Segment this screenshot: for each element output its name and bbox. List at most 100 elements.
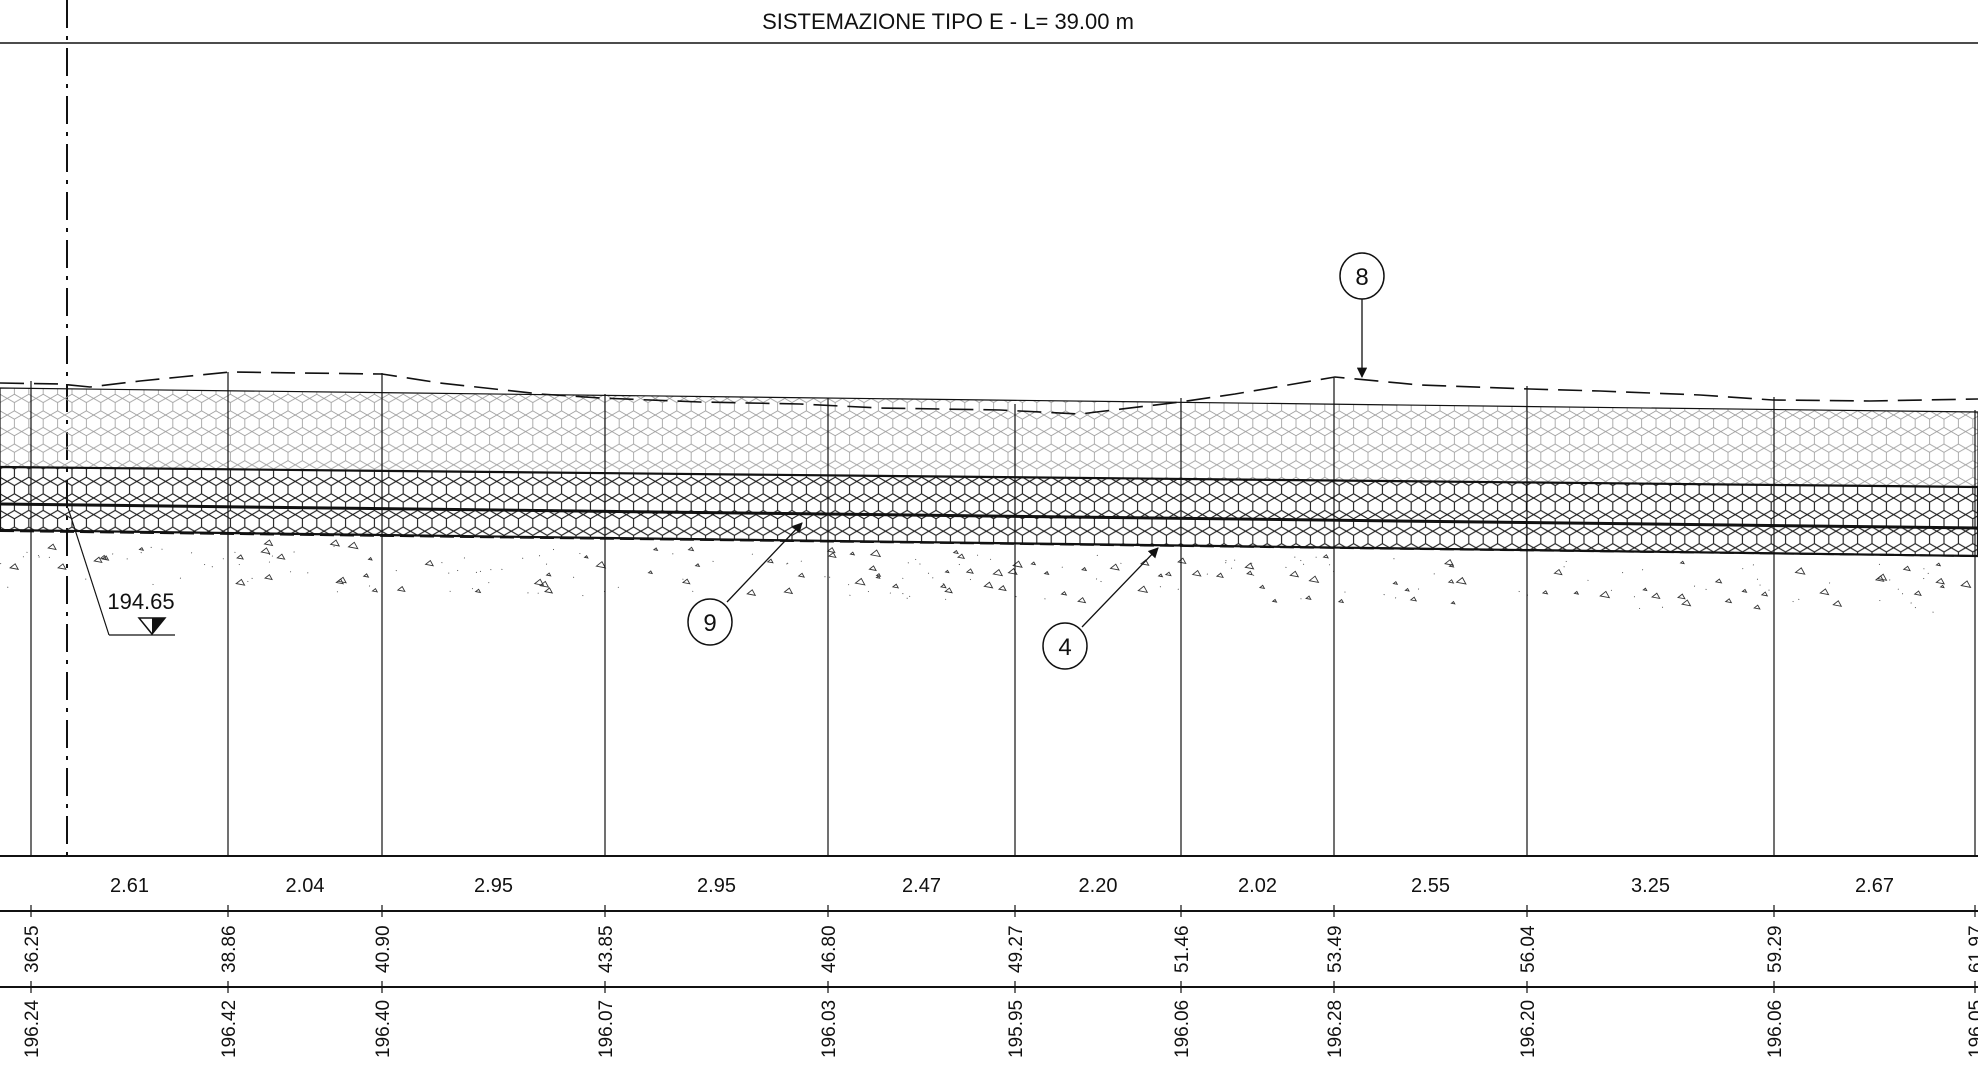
- progressive-distance-row: 36.25 38.86 40.90 43.85 46.80 49.27 51.46 53.49…: [22, 925, 1978, 973]
- callout-8: 8: [1339, 252, 1385, 379]
- stone-mark: [1409, 596, 1418, 602]
- stone-mark: [952, 549, 959, 555]
- stone-mark: [362, 573, 370, 578]
- stone-mark: [1271, 598, 1278, 603]
- stone-mark: [336, 576, 347, 584]
- stone-mark: [1012, 560, 1023, 568]
- geotextile-line: [0, 530, 1978, 557]
- progressive-distance-label: 59.29: [1765, 925, 1786, 973]
- stone-mark: [1819, 588, 1830, 596]
- callout-8-label: 8: [1355, 264, 1368, 291]
- callout-4-label: 4: [1058, 634, 1071, 661]
- stone-mark: [138, 546, 145, 551]
- partial-distance-label: 3.25: [1631, 875, 1670, 897]
- stone-mark: [687, 546, 695, 552]
- progressive-distance-label: 53.49: [1325, 925, 1346, 973]
- elevation-label: 196.42: [219, 1000, 240, 1058]
- stone-mark: [329, 539, 341, 547]
- stone-mark: [1258, 584, 1266, 590]
- stone-mark: [1935, 562, 1942, 567]
- stone-mark: [424, 559, 435, 567]
- partial-distance-label: 2.95: [697, 875, 736, 897]
- stone-mark: [1060, 590, 1068, 596]
- stone-mark: [371, 587, 379, 593]
- stone-mark: [1322, 554, 1329, 559]
- progressive-distance-label: 43.85: [596, 925, 617, 973]
- stone-mark: [347, 541, 359, 550]
- stone-mark: [9, 563, 20, 570]
- progressive-distance-label: 38.86: [219, 925, 240, 973]
- stone-mark: [583, 555, 589, 559]
- stone-mark: [396, 585, 406, 593]
- fill-layer-light: [0, 387, 1978, 488]
- stone-mark: [1164, 571, 1172, 577]
- stone-mark: [543, 587, 554, 594]
- stone-mark: [875, 575, 881, 579]
- progressive-distance-label: 56.04: [1518, 925, 1539, 973]
- stone-mark: [1753, 604, 1761, 610]
- stone-mark: [1404, 587, 1410, 592]
- stone-mark: [1913, 590, 1922, 596]
- stone-mark: [652, 547, 659, 551]
- stone-mark: [1573, 590, 1580, 595]
- stone-mark: [1177, 557, 1187, 564]
- station-lines: [30, 372, 1976, 993]
- progressive-distance-label: 46.80: [819, 925, 840, 973]
- level-value: 194.65: [107, 589, 174, 614]
- stone-mark: [1760, 591, 1769, 597]
- callout-9-label: 9: [703, 610, 716, 637]
- partial-distance-row: 2.61 2.04 2.95 2.95 2.47 2.20 2.02 2.55 3.25 2.67: [110, 875, 1894, 897]
- elevation-label: 196.20: [1518, 1000, 1539, 1058]
- elevation-row: 196.24 196.42 196.40 196.07 196.03 195.95 196.…: [22, 999, 1978, 1058]
- stone-mark: [1157, 573, 1164, 578]
- stone-mark: [944, 569, 950, 574]
- elevation-label: 196.06: [1765, 1000, 1786, 1058]
- stone-mark: [1714, 578, 1723, 584]
- stone-mark: [681, 578, 691, 585]
- stone-mark: [1960, 580, 1972, 588]
- stone-mark: [1447, 579, 1455, 584]
- stone-mark: [647, 570, 654, 575]
- stone-mark: [474, 588, 482, 594]
- stone-mark: [956, 553, 966, 560]
- stone-mark: [1935, 577, 1946, 585]
- stone-mark: [236, 554, 244, 560]
- stone-mark: [1832, 600, 1843, 607]
- level-marker: 194.65: [67, 507, 175, 636]
- stone-mark: [766, 558, 774, 564]
- stone-mark: [1109, 563, 1120, 571]
- partial-distance-label: 2.55: [1411, 875, 1450, 897]
- stone-mark: [595, 560, 607, 569]
- callout-4: 4: [1042, 547, 1159, 670]
- partial-distance-label: 2.95: [474, 875, 513, 897]
- stone-mark: [47, 543, 57, 551]
- stone-mark: [746, 589, 757, 596]
- stone-mark: [783, 587, 794, 595]
- elevation-label: 196.24: [22, 999, 43, 1058]
- stone-mark: [1215, 572, 1224, 579]
- stone-mark: [1289, 570, 1300, 578]
- progressive-distance-label: 49.27: [1006, 925, 1027, 973]
- stone-mark: [101, 555, 110, 561]
- stone-mark: [1308, 575, 1320, 584]
- progressive-distance-label: 40.90: [373, 925, 394, 973]
- stone-mark: [1246, 570, 1254, 576]
- stone-mark: [1443, 558, 1455, 566]
- stone-mark: [1553, 568, 1563, 576]
- subgrade-stones: [0, 539, 1972, 613]
- partial-distance-label: 2.02: [1238, 875, 1277, 897]
- partial-distance-label: 2.04: [286, 875, 325, 897]
- stone-mark: [1450, 600, 1456, 605]
- stone-mark: [263, 539, 274, 547]
- stone-mark: [1541, 590, 1549, 595]
- stone-mark: [1305, 595, 1312, 600]
- progressive-distance-label: 61.97: [1966, 925, 1978, 973]
- stone-mark: [944, 587, 953, 594]
- stone-mark: [1724, 598, 1733, 604]
- stone-mark: [539, 580, 550, 588]
- elevation-label: 196.07: [596, 1000, 617, 1058]
- stone-mark: [1599, 590, 1611, 599]
- stone-mark: [1244, 562, 1255, 570]
- stone-mark: [849, 551, 856, 556]
- stone-mark: [99, 554, 108, 560]
